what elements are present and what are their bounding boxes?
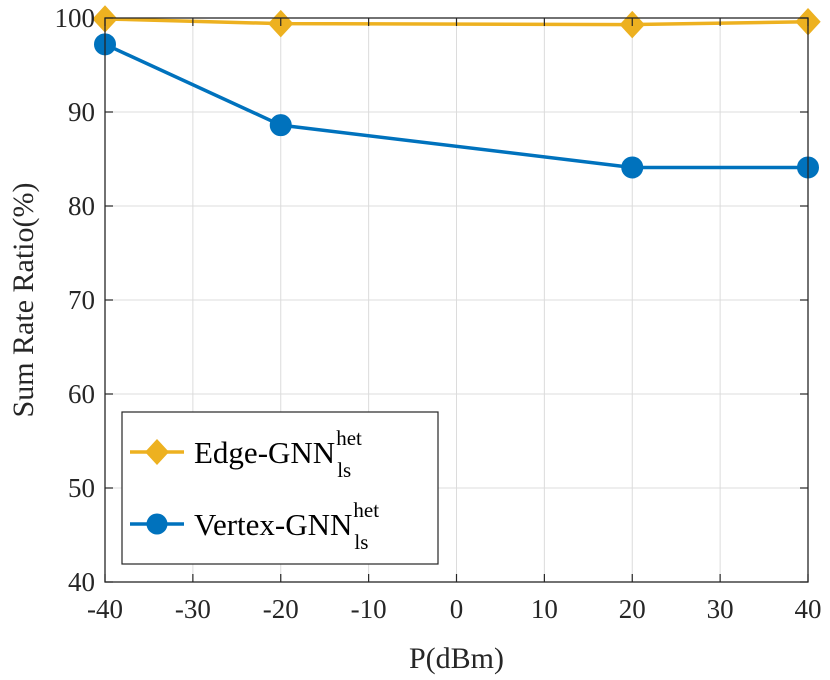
x-tick-label: 20	[619, 594, 646, 624]
series-line-1	[104, 42, 808, 170]
x-tick-label: 10	[531, 594, 558, 624]
x-tick-label: 30	[707, 594, 734, 624]
x-tick-label: -30	[175, 594, 211, 624]
y-tick-label: 100	[55, 3, 96, 33]
x-tick-label: -40	[87, 594, 123, 624]
legend-box	[121, 411, 439, 565]
x-tick-label: 0	[450, 594, 464, 624]
legend-sup-0: het	[336, 426, 362, 450]
y-axis-title: Sum Rate Ratio(%)	[7, 183, 40, 418]
legend-label-0: Edge-GNN	[194, 435, 335, 470]
legend-marker-1	[146, 513, 168, 535]
y-tick-label: 40	[68, 567, 95, 597]
y-tick-label: 50	[68, 473, 95, 503]
y-tick-label: 60	[68, 379, 95, 409]
y-tick-label: 90	[68, 97, 95, 127]
legend-sub-1: ls	[354, 530, 368, 554]
legend-sup-1: het	[353, 498, 379, 522]
tick-labels: -40 -30 -20 -10 0 10 20 30 40 40 50 60 70 80 90 100	[55, 3, 822, 624]
x-tick-label: -10	[351, 594, 387, 624]
x-tick-label: 40	[795, 594, 822, 624]
x-tick-label: -20	[263, 594, 299, 624]
data-point	[269, 114, 292, 137]
y-tick-label: 80	[68, 191, 95, 221]
legend-label-1: Vertex-GNN	[194, 507, 352, 542]
y-tick-label: 70	[68, 285, 95, 315]
data-point	[621, 156, 644, 179]
x-axis-title: P(dBm)	[409, 642, 504, 675]
legend-sub-0: ls	[337, 458, 351, 482]
axes	[104, 17, 809, 583]
legend-marker-0	[145, 439, 169, 465]
